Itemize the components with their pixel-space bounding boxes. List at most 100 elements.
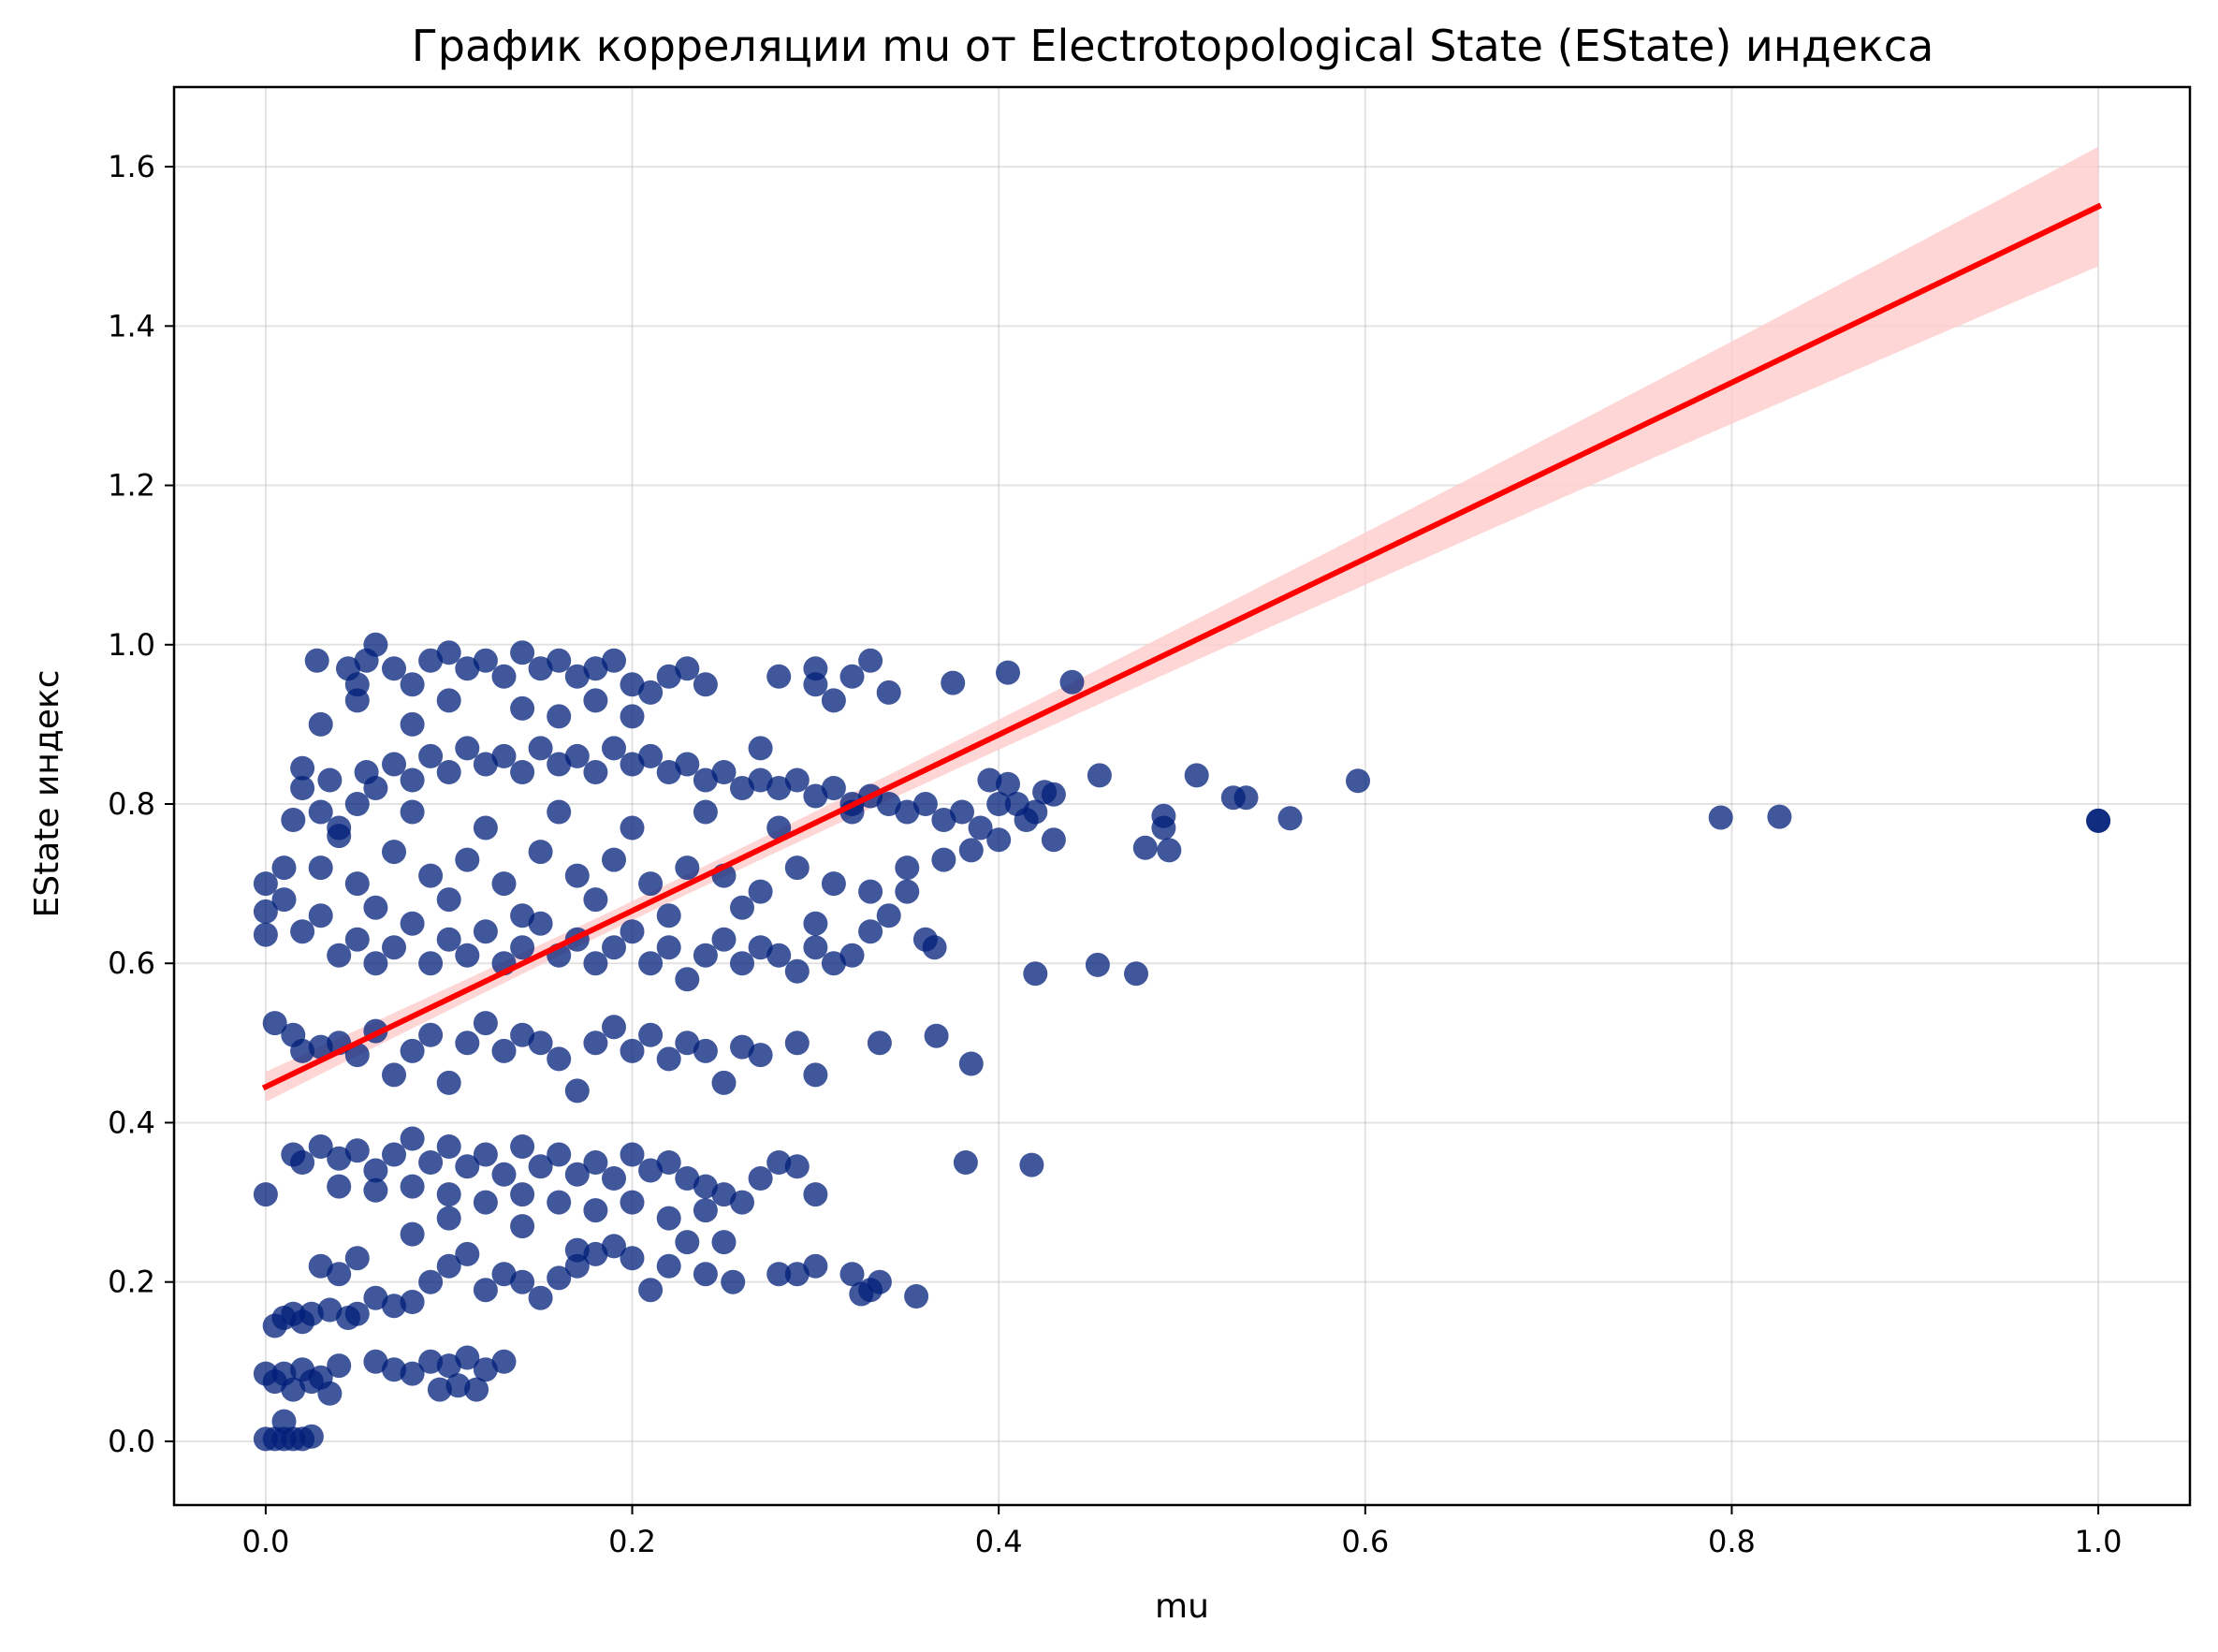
x-tick-label: 0.6 — [1341, 1524, 1389, 1559]
scatter-point — [711, 1182, 737, 1207]
scatter-point — [491, 1349, 517, 1374]
scatter-point — [344, 871, 370, 897]
scatter-point — [620, 752, 645, 777]
scatter-point — [547, 704, 572, 729]
scatter-point — [1708, 805, 1733, 830]
scatter-point — [455, 943, 480, 968]
scatter-point — [363, 1158, 388, 1183]
scatter-point — [748, 768, 773, 793]
scatter-point — [400, 711, 425, 737]
scatter-point — [803, 1062, 828, 1088]
scatter-point — [382, 752, 406, 777]
scatter-point — [528, 1154, 553, 1179]
scatter-point — [510, 640, 535, 665]
scatter-point — [445, 1373, 471, 1398]
scatter-point — [693, 799, 718, 825]
scatter-point — [528, 1285, 553, 1310]
scatter-point — [436, 1353, 461, 1379]
scatter-point — [382, 935, 406, 960]
scatter-point — [510, 1269, 535, 1294]
y-tick-label: 0.2 — [108, 1265, 155, 1300]
scatter-point — [968, 815, 993, 841]
scatter-point — [583, 760, 608, 784]
scatter-point — [299, 1424, 324, 1449]
scatter-point — [693, 1174, 718, 1199]
scatter-point — [602, 648, 626, 673]
scatter-point — [904, 1284, 929, 1308]
scatter-point — [363, 1349, 388, 1374]
scatter-point — [931, 808, 956, 832]
scatter-point — [290, 919, 315, 944]
scatter-point — [996, 660, 1020, 685]
scatter-point — [510, 903, 535, 928]
scatter-point — [821, 951, 846, 976]
scatter-point — [620, 1246, 645, 1271]
scatter-point — [564, 1237, 590, 1263]
scatter-point — [327, 1262, 352, 1287]
scatter-point — [528, 736, 553, 761]
scatter-point — [912, 792, 938, 816]
scatter-point — [473, 1278, 498, 1303]
scatter-point — [547, 799, 572, 825]
scatter-point — [958, 1051, 984, 1076]
scatter-point — [986, 827, 1012, 853]
scatter-point — [656, 760, 681, 784]
scatter-point — [996, 771, 1020, 797]
scatter-point — [620, 1142, 645, 1167]
regression-line — [261, 202, 2103, 1091]
scatter-point — [262, 1011, 287, 1036]
scatter-point — [602, 1015, 626, 1040]
scatter-point — [1059, 669, 1085, 694]
scatter-point — [473, 919, 498, 944]
scatter-point — [344, 792, 370, 816]
scatter-point — [711, 1230, 737, 1255]
scatter-point — [271, 1409, 297, 1434]
scatter-point — [528, 840, 553, 865]
scatter-point — [308, 1034, 333, 1060]
scatter-point — [638, 680, 664, 705]
scatter-point — [656, 664, 681, 689]
scatter-point — [436, 1070, 461, 1095]
y-tick-label: 0.4 — [108, 1104, 155, 1140]
scatter-point — [583, 688, 608, 713]
scatter-point — [941, 670, 966, 695]
scatter-point — [491, 743, 517, 768]
scatter-point — [290, 1038, 315, 1063]
scatter-point — [510, 1214, 535, 1239]
scatter-point — [491, 1262, 517, 1287]
scatter-point — [803, 1182, 828, 1207]
scatter-point — [436, 760, 461, 784]
scatter-point — [1151, 803, 1176, 828]
scatter-point — [464, 1377, 489, 1402]
scatter-point — [510, 695, 535, 721]
y-tick-label: 1.6 — [108, 149, 155, 184]
scatter-point — [858, 648, 883, 673]
scatter-point — [876, 680, 901, 705]
scatter-point — [1019, 1152, 1044, 1177]
scatter-point — [730, 1034, 754, 1060]
scatter-point — [2086, 808, 2111, 833]
scatter-point — [400, 1290, 425, 1314]
scatter-point — [620, 815, 645, 841]
scatter-point — [344, 688, 370, 713]
scatter-point — [327, 1353, 352, 1379]
scatter-point — [308, 1253, 333, 1279]
scatter-point — [693, 672, 718, 697]
confidence-band — [265, 146, 2099, 1103]
scatter-point — [547, 1190, 572, 1215]
scatter-point — [784, 768, 810, 793]
plot-frame — [172, 85, 2192, 1507]
scatter-point — [876, 792, 901, 816]
scatter-point — [436, 688, 461, 713]
scatter-point — [473, 1190, 498, 1215]
scatter-point — [317, 768, 343, 793]
scatter-point — [400, 799, 425, 825]
scatter-point — [327, 943, 352, 968]
scatter-point — [510, 1134, 535, 1159]
scatter-point — [510, 760, 535, 784]
scatter-point — [895, 879, 920, 904]
scatter-point — [1277, 806, 1303, 831]
scatter-point — [418, 743, 444, 768]
scatter-point — [400, 1126, 425, 1151]
chart-title: График корреляции mu от Electrotopologic… — [412, 21, 1934, 71]
